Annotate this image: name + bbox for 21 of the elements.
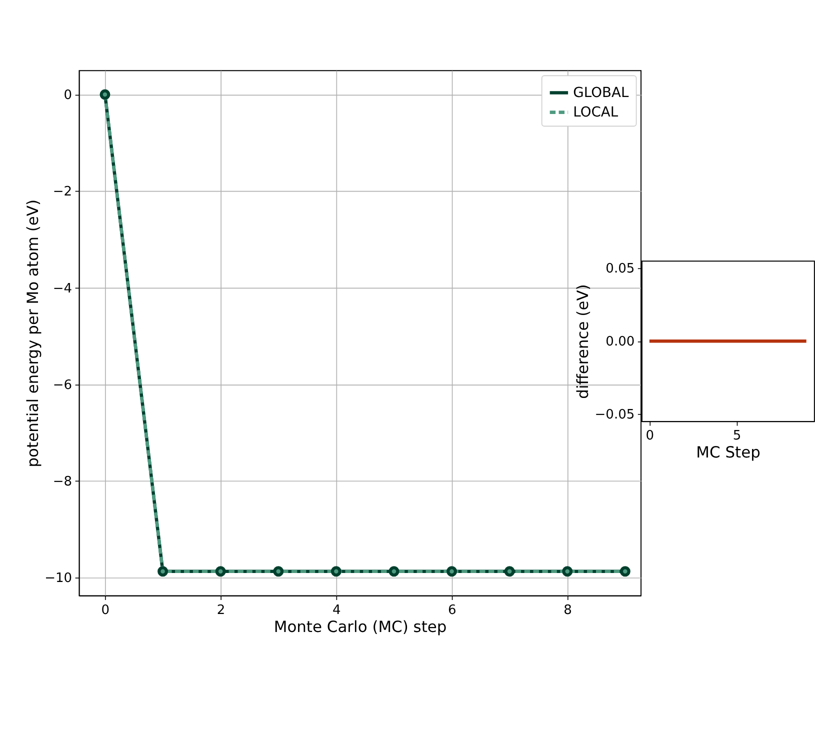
y-tick-label: −2 — [52, 184, 72, 200]
x-tick-label: 4 — [332, 602, 341, 618]
y-tick-label: −4 — [52, 281, 72, 296]
x-tick-label: 2 — [216, 602, 226, 618]
y-tick-label: 0.00 — [606, 334, 635, 350]
x-tick-label: 8 — [564, 602, 572, 618]
y-tick-label: −8 — [52, 474, 72, 490]
y-tick-label: 0 — [64, 88, 72, 104]
x-tick-label: 5 — [732, 428, 742, 444]
y-tick-label: −6 — [52, 378, 72, 393]
y-axis-title: difference (eV) — [574, 284, 592, 399]
x-axis-title: Monte Carlo (MC) step — [274, 618, 447, 636]
y-axis-title: potential energy per Mo atom (eV) — [24, 199, 42, 468]
y-tick-label: −10 — [44, 571, 72, 586]
y-tick-label: −0.05 — [594, 407, 635, 422]
x-tick-label: 6 — [448, 602, 456, 618]
y-tick-label: 0.05 — [606, 262, 635, 277]
x-tick-label: 0 — [101, 602, 110, 618]
legend-label: GLOBAL — [573, 84, 629, 101]
legend-label: LOCAL — [573, 104, 618, 120]
x-axis-title: MC Step — [696, 444, 760, 462]
